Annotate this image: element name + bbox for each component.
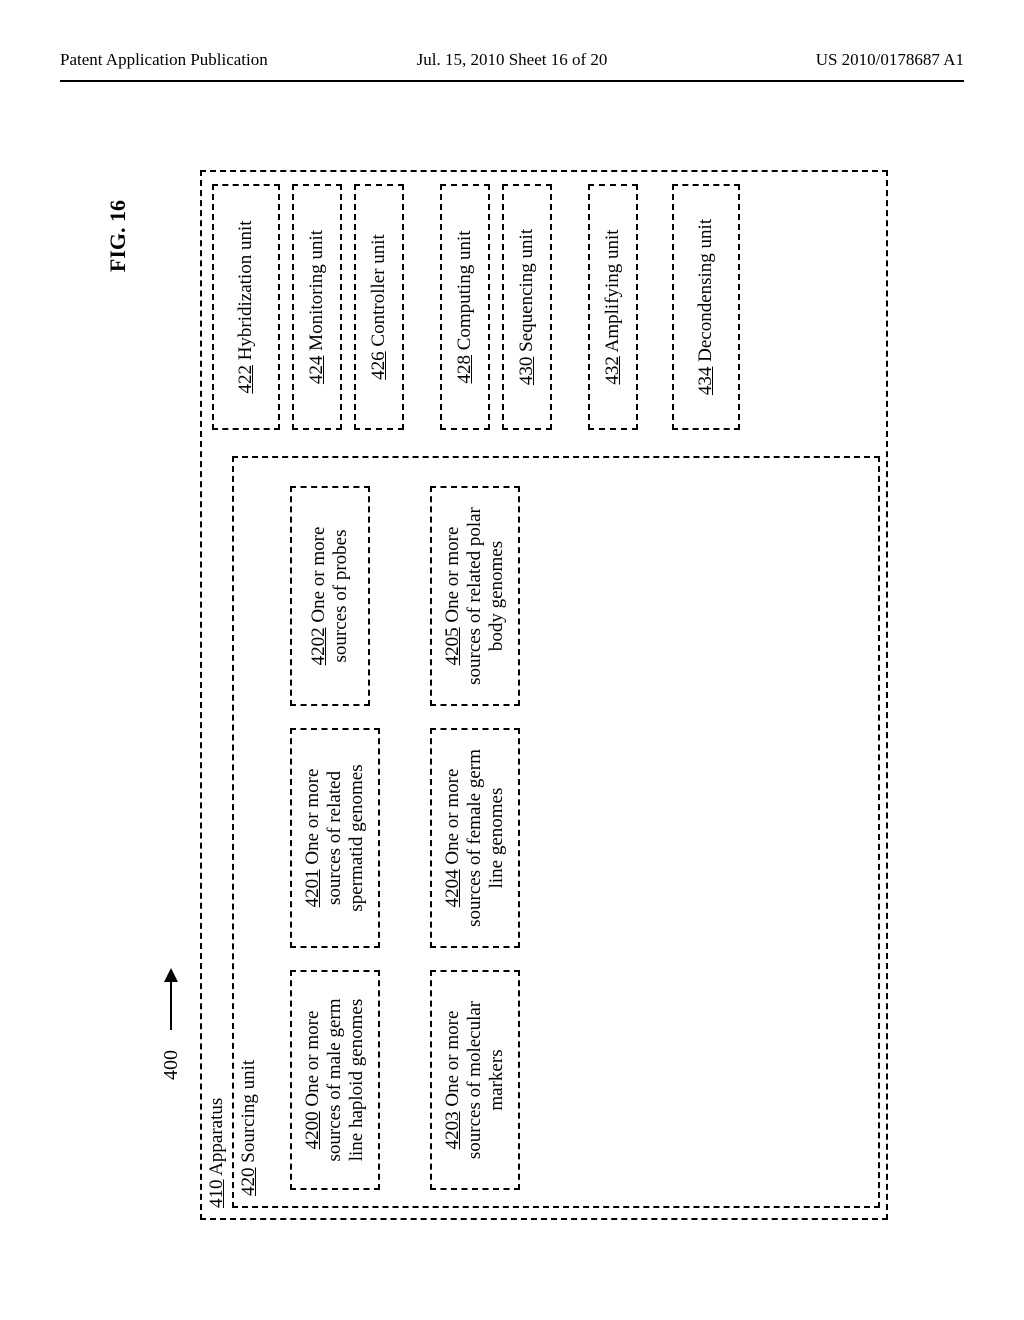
diagram-wrapper: FIG. 16 400 410 Apparatus 420 Sourcing u… xyxy=(110,170,890,1220)
figure-ref-number: 400 xyxy=(160,1050,183,1080)
unit-422: 422 Hybridization unit xyxy=(212,184,280,430)
unit-424: 424 Monitoring unit xyxy=(292,184,342,430)
source-4202: 4202 One or more sources of probes xyxy=(290,486,370,706)
apparatus-text: Apparatus xyxy=(206,1098,227,1176)
header-center: Jul. 15, 2010 Sheet 16 of 20 xyxy=(417,50,608,70)
apparatus-label: 410 Apparatus xyxy=(206,1098,228,1208)
figure-label: FIG. 16 xyxy=(105,200,131,272)
sourcing-text: Sourcing unit xyxy=(238,1060,259,1163)
header-right: US 2010/0178687 A1 xyxy=(816,50,964,70)
source-4205: 4205 One or more sources of related pola… xyxy=(430,486,520,706)
header-rule xyxy=(60,80,964,82)
unit-430: 430 Sequencing unit xyxy=(502,184,552,430)
unit-426: 426 Controller unit xyxy=(354,184,404,430)
unit-428: 428 Computing unit xyxy=(440,184,490,430)
sourcing-label: 420 Sourcing unit xyxy=(238,1060,260,1196)
unit-434: 434 Decondensing unit xyxy=(672,184,740,430)
source-4200: 4200 One or more sources of male germ li… xyxy=(290,970,380,1190)
sourcing-ref: 420 xyxy=(238,1168,259,1197)
header-left: Patent Application Publication xyxy=(60,50,268,70)
apparatus-ref: 410 xyxy=(206,1180,227,1209)
unit-432: 432 Amplifying unit xyxy=(588,184,638,430)
source-4204: 4204 One or more sources of female germ … xyxy=(430,728,520,948)
arrow-icon xyxy=(170,970,172,1030)
source-4201: 4201 One or more sources of related sper… xyxy=(290,728,380,948)
source-4203: 4203 One or more sources of molecular ma… xyxy=(430,970,520,1190)
diagram: FIG. 16 400 410 Apparatus 420 Sourcing u… xyxy=(110,170,890,1220)
